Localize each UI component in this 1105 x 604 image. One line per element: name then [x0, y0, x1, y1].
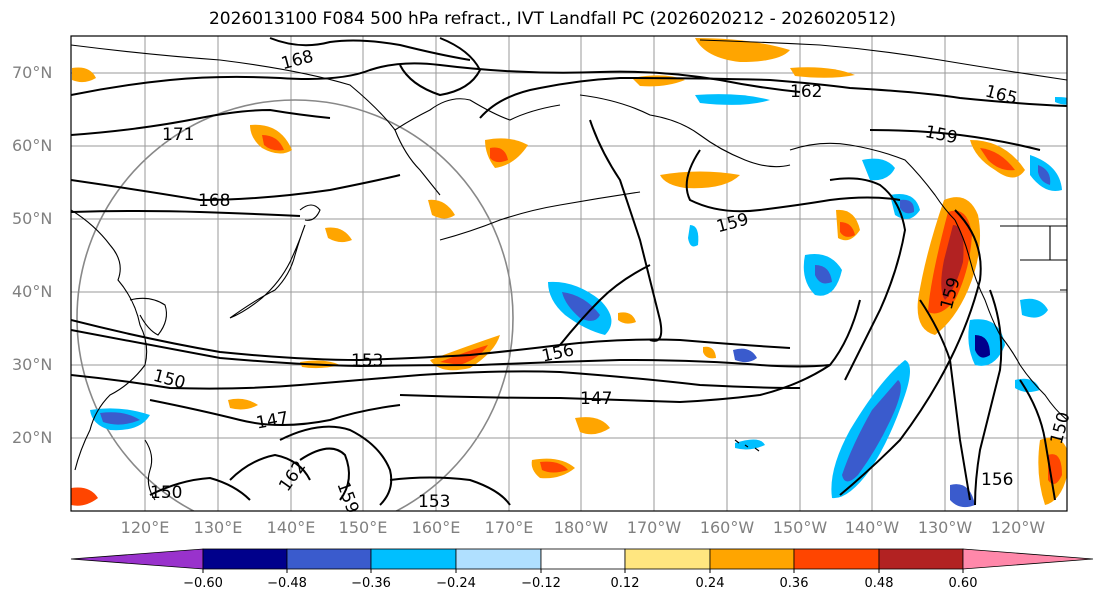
anomaly-negative	[950, 484, 975, 508]
lon-label: 150°E	[338, 518, 388, 537]
anomaly-negative	[695, 94, 770, 105]
colorbar-bin	[624, 548, 711, 570]
lat-label: 70°N	[12, 63, 53, 82]
lon-label: 140°W	[844, 518, 900, 537]
anomaly-positive	[660, 171, 740, 189]
anomaly-positive	[703, 346, 716, 359]
anomaly-negative	[862, 158, 895, 181]
lon-label: 130°W	[917, 518, 973, 537]
colorbar-tick-label: −0.36	[351, 576, 391, 591]
range-circle	[76, 99, 514, 511]
anomaly-negative	[815, 265, 832, 284]
anomaly-negative	[688, 225, 699, 247]
contour-label: 171	[162, 125, 194, 145]
colorbar-tick-label: 0.36	[779, 576, 809, 591]
colorbar-extend-high	[962, 548, 1094, 570]
contour-label: 168	[198, 191, 230, 211]
lon-label: 170°E	[484, 518, 534, 537]
contour-label: 162	[790, 82, 822, 102]
anomaly-positive	[325, 227, 352, 243]
lat-label: 60°N	[12, 136, 53, 155]
lon-label: 120°W	[990, 518, 1046, 537]
anomaly-positive	[840, 222, 855, 237]
lon-label: 120°E	[120, 518, 170, 537]
anomaly-positive	[618, 312, 636, 324]
map-border	[70, 35, 1068, 512]
anomaly-negative	[562, 292, 600, 321]
colorbar-bin	[793, 548, 880, 570]
coastlines	[71, 39, 1067, 501]
colorbar-bin	[370, 548, 457, 570]
anomaly-positive	[790, 67, 855, 78]
lat-label: 30°N	[12, 355, 53, 374]
colorbar-bin	[540, 548, 626, 570]
contours	[71, 37, 1067, 506]
contour-label: 147	[580, 389, 612, 409]
colorbar-bin	[709, 548, 795, 570]
anomaly-positive	[428, 199, 455, 219]
lon-label: 180°W	[553, 518, 609, 537]
anomaly-negative	[1038, 165, 1051, 185]
lon-label: 170°W	[626, 518, 682, 537]
colorbar-tick-label: −0.60	[183, 576, 223, 591]
lat-label: 20°N	[12, 428, 53, 447]
colorbar-bin	[455, 548, 542, 570]
anomaly-positive	[71, 487, 98, 506]
anomaly-negative	[975, 335, 990, 358]
anomaly-negative	[1020, 298, 1048, 318]
contour-label: 153	[351, 351, 383, 371]
colorbar-tick-label: −0.12	[521, 576, 561, 591]
lon-label: 160°E	[411, 518, 461, 537]
anomaly-positive	[941, 225, 964, 300]
lon-label: 140°E	[266, 518, 316, 537]
anomaly-positive	[72, 67, 96, 83]
anomaly-negative	[733, 348, 757, 363]
anomaly-negative	[900, 199, 915, 214]
anomaly-positive	[540, 461, 568, 473]
map-area	[71, 36, 1067, 511]
lon-label: 160°W	[699, 518, 755, 537]
shaded-anomalies	[71, 38, 1067, 508]
map-title: 2026013100 F084 500 hPa refract., IVT La…	[208, 9, 896, 29]
anomaly-negative	[735, 439, 765, 450]
colorbar-tick-label: −0.48	[267, 576, 307, 591]
lat-label: 40°N	[12, 282, 53, 301]
colorbar	[70, 548, 1094, 570]
colorbar-bin	[202, 548, 288, 570]
contour-label: 153	[418, 492, 450, 512]
colorbar-ticks	[202, 569, 964, 573]
anomaly-negative	[1055, 97, 1067, 105]
anomaly-negative	[100, 412, 140, 425]
colorbar-bin	[286, 548, 372, 570]
lon-label: 130°E	[193, 518, 243, 537]
contour-label: 150	[150, 483, 182, 503]
anomaly-positive	[695, 38, 790, 62]
anomaly-positive	[575, 417, 610, 435]
colorbar-tick-label: 0.24	[695, 576, 725, 591]
lon-label: 150°W	[772, 518, 828, 537]
anomaly-positive	[980, 148, 1015, 171]
anomaly-positive	[490, 147, 508, 163]
anomaly-positive	[262, 135, 284, 151]
colorbar-tick-label: 0.60	[948, 576, 978, 591]
colorbar-extend-low	[70, 548, 204, 570]
colorbar-tick-label: 0.12	[610, 576, 640, 591]
anomaly-positive	[228, 398, 258, 410]
colorbar-tick-label: −0.24	[436, 576, 476, 591]
colorbar-tick-label: 0.48	[864, 576, 894, 591]
lat-label: 50°N	[12, 209, 53, 228]
contour-label: 156	[981, 470, 1013, 490]
colorbar-bin	[878, 548, 964, 570]
anomaly-negative	[842, 380, 901, 482]
